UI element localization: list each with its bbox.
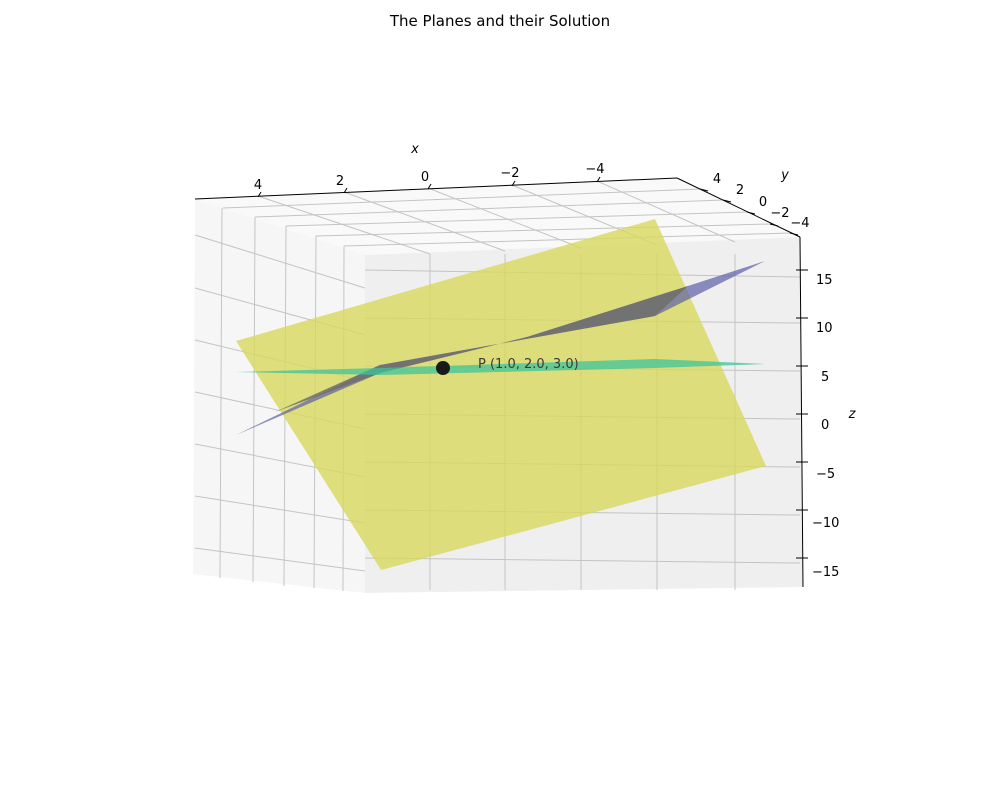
x-axis-label: x xyxy=(410,142,419,157)
chart-title: The Planes and their Solution xyxy=(389,12,610,30)
x-tick-label: 0 xyxy=(421,170,429,185)
grid-line xyxy=(194,495,366,524)
x-tick-label: 4 xyxy=(254,178,262,193)
x-axis-line xyxy=(194,177,678,200)
y-axis-label: y xyxy=(780,168,789,183)
solution-point-label: P (1.0, 2.0, 3.0) xyxy=(478,357,579,372)
plane-surface xyxy=(236,359,765,375)
x-tick-label: −2 xyxy=(500,166,519,181)
z-axis-label: z xyxy=(848,407,857,422)
grid-line xyxy=(219,207,223,579)
z-tick-label: 0 xyxy=(821,418,829,433)
y-axis-line xyxy=(676,177,801,238)
y-tick-mark xyxy=(746,211,756,215)
z-tick-label: −15 xyxy=(812,565,839,580)
y-tick-labels: 4 2 0 −2 −4 xyxy=(713,172,810,231)
grid-line xyxy=(285,211,748,227)
grid-line xyxy=(194,234,366,289)
grid-line xyxy=(254,199,724,218)
grid-line xyxy=(315,223,771,237)
planes xyxy=(236,219,766,570)
y-tick-label: 2 xyxy=(736,183,744,198)
x-tick-mark xyxy=(511,180,516,187)
tick-marks xyxy=(257,176,808,559)
grid-line xyxy=(194,547,366,572)
grid-line xyxy=(222,188,701,209)
grid-line xyxy=(596,180,736,243)
x-tick-labels: 4 2 0 −2 −4 xyxy=(254,162,605,193)
x-tick-label: −4 xyxy=(585,162,604,177)
y-tick-mark xyxy=(699,188,709,192)
y-tick-label: 4 xyxy=(713,172,721,187)
z-tick-label: −5 xyxy=(816,467,835,482)
x-tick-mark xyxy=(596,176,601,183)
z-tick-label: 10 xyxy=(816,321,833,336)
grid-line xyxy=(427,187,582,249)
axis-lines xyxy=(194,177,804,588)
x-tick-label: 2 xyxy=(336,174,344,189)
grid-line xyxy=(252,216,256,583)
y-tick-label: −2 xyxy=(770,206,789,221)
y-tick-mark xyxy=(769,223,779,227)
z-axis-line xyxy=(799,236,804,588)
x-tick-mark xyxy=(257,191,262,198)
x-tick-mark xyxy=(427,183,432,190)
x-tick-mark xyxy=(343,187,348,194)
z-tick-labels: 15 10 5 0 −5 −10 −15 xyxy=(812,273,839,580)
z-tick-label: 5 xyxy=(821,370,829,385)
z-tick-label: 15 xyxy=(816,273,833,288)
grid-line xyxy=(343,232,791,247)
y-tick-mark xyxy=(722,199,732,203)
y-tick-label: −4 xyxy=(790,216,809,231)
z-tick-label: −10 xyxy=(812,516,839,531)
solution-point-marker xyxy=(436,361,450,375)
y-tick-label: 0 xyxy=(759,195,767,210)
grid-line xyxy=(364,557,801,564)
y-tick-mark xyxy=(789,232,799,236)
